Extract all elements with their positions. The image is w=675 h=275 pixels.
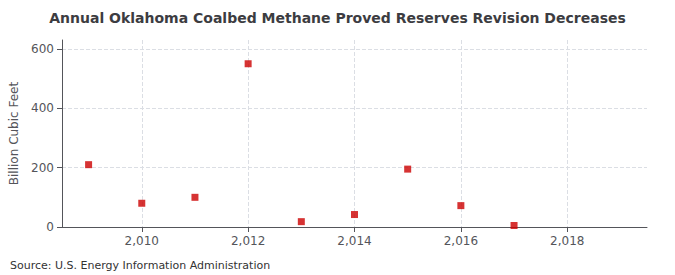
svg-text:2,018: 2,018 (550, 234, 584, 248)
svg-text:400: 400 (31, 101, 54, 115)
svg-text:200: 200 (31, 161, 54, 175)
svg-text:Source: U.S. Energy Informatio: Source: U.S. Energy Information Administ… (10, 259, 270, 272)
svg-text:2,010: 2,010 (125, 234, 159, 248)
svg-text:600: 600 (31, 42, 54, 56)
svg-text:2,012: 2,012 (231, 234, 265, 248)
svg-text:2,016: 2,016 (444, 234, 478, 248)
svg-text:0: 0 (46, 220, 54, 234)
svg-text:Billion Cubic Feet: Billion Cubic Feet (7, 82, 21, 186)
svg-text:Annual Oklahoma Coalbed Methan: Annual Oklahoma Coalbed Methane Proved R… (49, 10, 626, 26)
svg-text:2,014: 2,014 (337, 234, 371, 248)
